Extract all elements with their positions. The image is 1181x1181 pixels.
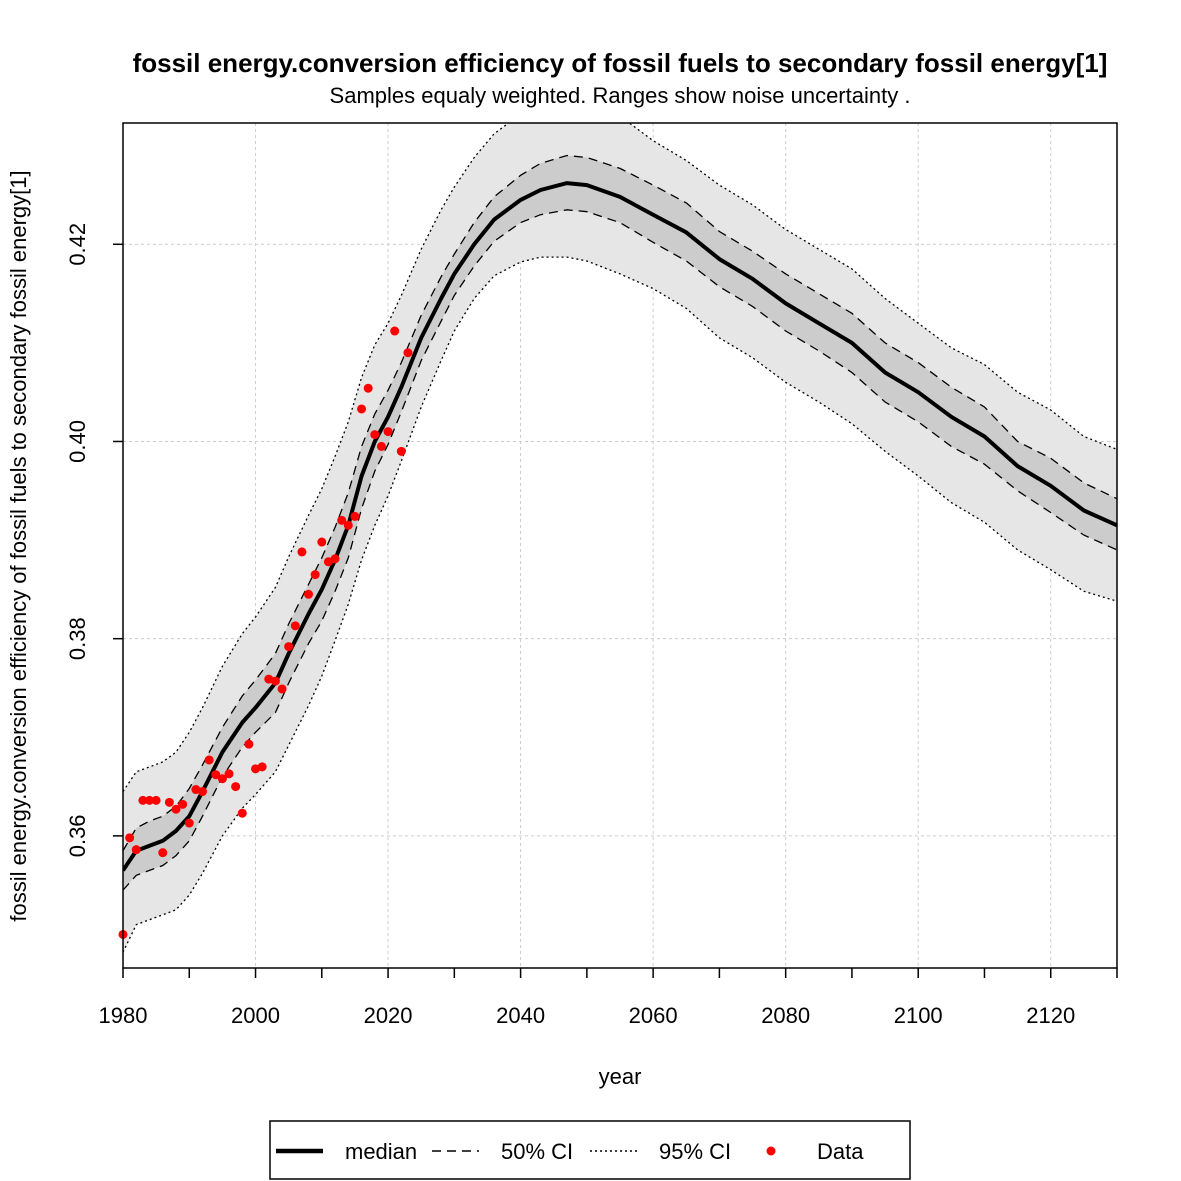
x-tick-label: 2120 — [1026, 1003, 1075, 1028]
data-point — [164, 797, 174, 807]
y-tick-label: 0.36 — [65, 814, 90, 857]
data-point — [337, 515, 347, 525]
band-50ci — [123, 155, 1117, 891]
line-50ci-upper — [123, 154, 1117, 852]
data-point — [125, 833, 135, 843]
data-point — [151, 795, 161, 805]
line-median — [123, 181, 1117, 872]
data-point — [257, 762, 267, 772]
legend-median-label: median — [345, 1139, 417, 1164]
x-axis-label: year — [599, 1064, 642, 1089]
x-tick-label: 2080 — [761, 1003, 810, 1028]
data-point — [284, 642, 294, 652]
data-point — [330, 554, 340, 564]
data-point — [171, 804, 181, 814]
legend-data-label: Data — [817, 1139, 864, 1164]
data-point — [297, 547, 307, 557]
data-point — [211, 770, 221, 780]
x-tick-label: 2020 — [364, 1003, 413, 1028]
y-tick-label: 0.40 — [65, 420, 90, 463]
x-axis: 1980 2000 2020 2040 2060 2080 2100 2120 — [99, 968, 1118, 1028]
legend-data-swatch — [766, 1146, 776, 1156]
chart-subtitle: Samples equaly weighted. Ranges show noi… — [330, 83, 911, 108]
data-point — [370, 430, 380, 440]
ci-bands — [123, 123, 1117, 953]
x-tick-label: 2000 — [231, 1003, 280, 1028]
data-point — [270, 676, 280, 686]
data-point — [237, 808, 247, 818]
data-point — [383, 427, 393, 437]
legend-50ci-label: 50% CI — [501, 1139, 573, 1164]
data-point — [363, 383, 373, 393]
data-point — [290, 621, 300, 631]
legend-95ci-label: 95% CI — [659, 1139, 731, 1164]
data-point — [357, 404, 367, 414]
line-50ci-lower — [123, 209, 1117, 891]
data-point — [231, 782, 241, 792]
data-point — [178, 799, 188, 809]
data-point — [350, 511, 360, 521]
data-point — [224, 769, 234, 779]
x-tick-label: 2040 — [496, 1003, 545, 1028]
data-point — [304, 589, 314, 599]
x-tick-label: 2060 — [629, 1003, 678, 1028]
data-point — [145, 795, 155, 805]
data-point — [343, 520, 353, 530]
y-axis-label: fossil energy.conversion efficiency of f… — [6, 170, 31, 921]
line-95ci-lower — [123, 256, 1117, 953]
plot-frame — [122, 122, 1118, 969]
data-point — [138, 795, 148, 805]
legend-box — [269, 1120, 911, 1180]
data-point — [131, 845, 141, 855]
line-95ci-upper — [123, 123, 1117, 792]
data-point — [396, 446, 406, 456]
legend: median 50% CI 95% CI Data — [269, 1120, 911, 1180]
data-point — [217, 774, 227, 784]
data-point — [184, 818, 194, 828]
data-point — [390, 326, 400, 336]
chart-title: fossil energy.conversion efficiency of f… — [133, 48, 1108, 78]
data-point — [204, 755, 214, 765]
data-point — [310, 570, 320, 580]
x-tick-label: 2100 — [894, 1003, 943, 1028]
data-point — [158, 848, 168, 858]
data-point — [403, 348, 413, 358]
data-point — [376, 441, 386, 451]
y-tick-label: 0.42 — [65, 223, 90, 266]
y-tick-label: 0.38 — [65, 617, 90, 660]
data-point — [277, 684, 287, 694]
x-tick-label: 1980 — [99, 1003, 148, 1028]
data-point — [198, 787, 208, 797]
data-points — [118, 326, 413, 939]
ci-lines — [123, 123, 1117, 953]
data-point — [317, 537, 327, 547]
y-axis: 0.36 0.38 0.40 0.42 — [65, 223, 123, 857]
data-point — [244, 739, 254, 749]
